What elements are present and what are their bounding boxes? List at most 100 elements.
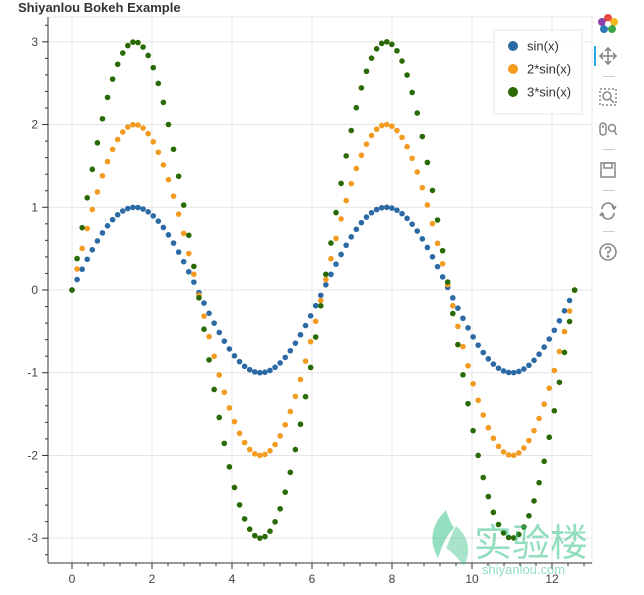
data-point [551,327,558,334]
data-point [79,266,85,273]
data-point [140,125,146,131]
data-point [119,208,126,214]
help-icon[interactable] [596,240,620,264]
data-point [236,358,243,365]
data-point [251,369,258,375]
data-point [353,226,360,233]
data-point [348,234,355,240]
data-point [536,351,542,358]
data-point [353,165,360,172]
data-point [114,61,121,68]
data-point [226,346,233,352]
data-point [130,39,136,45]
data-point [135,204,141,211]
data-point [378,122,385,129]
data-point [140,206,146,212]
data-point [348,180,355,187]
data-point [399,210,405,217]
data-point [470,380,476,387]
data-point [185,268,192,275]
data-point [429,220,436,227]
box-zoom-icon[interactable] [596,85,620,109]
data-point [328,255,334,262]
data-point [424,159,431,166]
data-point [262,533,268,540]
data-point [74,266,80,272]
data-point [282,354,289,361]
data-point [312,302,319,309]
data-point [394,47,400,54]
x-tick-label: 0 [69,572,76,586]
watermark: 实验楼 shiyanlou.com [432,510,588,577]
data-point [165,121,172,128]
data-point [74,276,80,283]
data-point [150,213,157,219]
data-point [165,232,172,238]
y-tick-label: -1 [27,366,38,380]
data-point [404,143,410,150]
data-point [114,136,121,143]
data-point [216,414,223,421]
save-icon[interactable] [596,158,620,182]
data-point [561,328,568,335]
series-1 [69,204,578,376]
x-tick-label: 2 [149,572,156,586]
data-point [566,308,573,314]
data-point [343,242,349,249]
data-point [439,261,446,267]
data-point [460,343,466,350]
data-point [226,405,233,411]
bokeh-logo-icon[interactable] [596,12,620,36]
y-tick-label: 2 [31,118,38,132]
data-point [135,39,141,46]
data-point [470,334,476,340]
data-point [175,173,182,180]
data-point [272,519,278,525]
wheel-zoom-icon[interactable] [596,117,620,141]
data-point [185,232,192,239]
data-point [74,255,80,262]
data-point [434,263,441,270]
data-point [419,133,426,140]
data-point [287,347,294,354]
legend-label: 2*sin(x) [527,62,571,77]
data-point [170,193,177,199]
data-point [328,240,334,246]
data-point [485,424,492,431]
data-point [449,302,456,309]
data-point [495,365,502,371]
data-point [150,138,157,145]
data-point [302,358,309,364]
x-tick-label: 6 [309,572,316,586]
data-point [480,474,487,481]
data-point [201,300,207,306]
data-point [84,256,91,263]
data-point [267,447,273,454]
data-point [505,369,512,376]
data-point [510,535,517,541]
data-point [257,369,263,376]
data-point [404,215,410,222]
pan-icon[interactable] [594,44,620,68]
data-point [419,236,426,242]
data-point [201,313,207,319]
data-point [201,326,207,332]
data-point [434,240,441,247]
data-point [485,356,492,362]
data-point [206,310,212,317]
data-point [455,341,461,348]
data-point [333,261,339,268]
data-point [455,305,461,312]
data-point [561,349,568,356]
data-point [180,258,187,265]
data-point [429,254,436,260]
data-point [566,297,573,304]
data-point [495,521,502,528]
data-point [510,452,517,459]
data-point [109,76,116,82]
x-tick-label: 10 [465,572,479,586]
data-point [323,271,329,278]
reset-icon[interactable] [596,199,620,223]
legend-label: 3*sin(x) [527,85,571,100]
toolbar [594,12,622,272]
